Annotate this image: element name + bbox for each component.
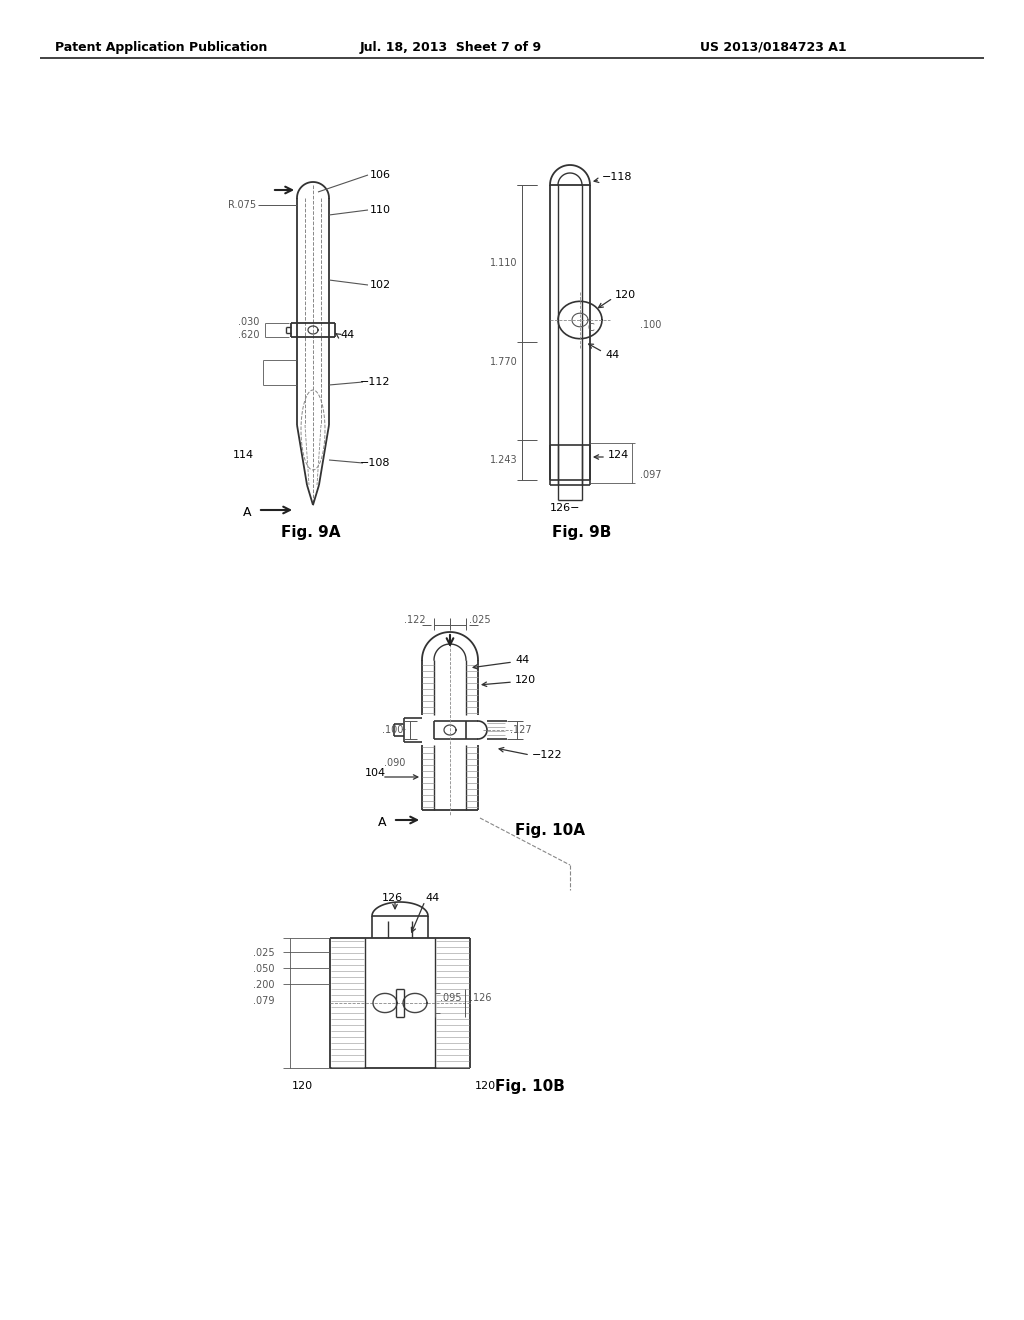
Text: 1: 1 (400, 722, 406, 731)
Text: 120: 120 (292, 1081, 313, 1092)
Text: .126: .126 (470, 993, 492, 1003)
Text: .090: .090 (384, 758, 406, 768)
Text: 120: 120 (515, 675, 537, 685)
Text: 44: 44 (340, 330, 354, 341)
Text: .050: .050 (254, 964, 275, 974)
Text: 44: 44 (515, 655, 529, 665)
Text: Fig. 9B: Fig. 9B (552, 525, 611, 540)
Text: 124: 124 (608, 450, 630, 459)
Text: .097: .097 (640, 470, 662, 480)
Text: −108: −108 (360, 458, 390, 469)
Text: 126−: 126− (550, 503, 581, 513)
Text: 104: 104 (365, 768, 386, 777)
Text: .030: .030 (238, 317, 259, 327)
Text: Fig. 10B: Fig. 10B (495, 1078, 565, 1093)
Text: 106: 106 (370, 170, 391, 180)
Text: .620: .620 (238, 330, 259, 341)
Text: .100: .100 (382, 725, 403, 735)
Text: 102: 102 (370, 280, 391, 290)
Text: Jul. 18, 2013  Sheet 7 of 9: Jul. 18, 2013 Sheet 7 of 9 (360, 41, 542, 54)
Text: −118: −118 (602, 172, 633, 182)
Text: 44: 44 (425, 894, 439, 903)
Text: 114: 114 (233, 450, 254, 459)
Text: 1.243: 1.243 (490, 455, 517, 465)
Text: 110: 110 (370, 205, 391, 215)
Text: 1.770: 1.770 (490, 356, 518, 367)
Text: A: A (243, 507, 252, 520)
Text: Fig. 10A: Fig. 10A (515, 822, 585, 837)
Text: .127: .127 (510, 725, 531, 735)
Text: .025: .025 (469, 615, 490, 624)
Text: −112: −112 (360, 378, 390, 387)
Text: 1.110: 1.110 (490, 257, 517, 268)
Text: −122: −122 (532, 750, 562, 760)
Text: A: A (378, 816, 386, 829)
Text: US 2013/0184723 A1: US 2013/0184723 A1 (700, 41, 847, 54)
Text: .095: .095 (440, 993, 462, 1003)
Text: 120: 120 (615, 290, 636, 300)
Text: Fig. 9A: Fig. 9A (281, 525, 341, 540)
Text: .025: .025 (253, 948, 275, 958)
Text: 44: 44 (605, 350, 620, 360)
Text: .079: .079 (254, 997, 275, 1006)
Text: .200: .200 (254, 979, 275, 990)
Text: Patent Application Publication: Patent Application Publication (55, 41, 267, 54)
Text: .100: .100 (640, 319, 662, 330)
Text: .122: .122 (404, 615, 426, 624)
Text: R.075: R.075 (228, 201, 256, 210)
Text: 126: 126 (382, 894, 403, 903)
Text: C: C (588, 323, 595, 333)
Text: 120: 120 (475, 1081, 496, 1092)
